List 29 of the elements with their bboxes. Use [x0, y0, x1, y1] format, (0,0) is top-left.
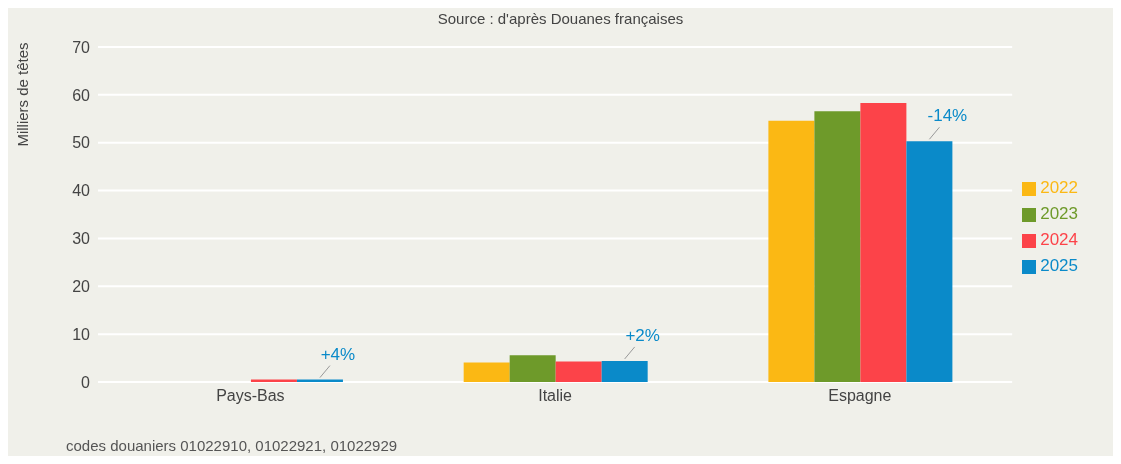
legend-label: 2022 [1040, 178, 1078, 197]
bar [906, 141, 953, 382]
legend-label: 2024 [1040, 230, 1078, 249]
y-tick-label: 70 [72, 38, 91, 56]
y-tick-label: 30 [72, 230, 91, 248]
y-tick-label: 50 [72, 134, 91, 152]
chart-subtitle: Source : d'après Douanes françaises [436, 9, 685, 27]
y-axis-title: Milliers de têtes [14, 42, 32, 147]
bar [555, 361, 602, 382]
y-tick-label: 40 [72, 182, 91, 200]
y-tick-label: 60 [72, 86, 91, 104]
y-tick-label: 20 [72, 277, 91, 295]
y-tick-label: 0 [81, 373, 91, 391]
legend-label: 2023 [1040, 204, 1078, 223]
bar [768, 120, 815, 382]
bar [601, 360, 648, 382]
text: codes douaniers 01022910, 01022921, 01022929 [66, 437, 398, 454]
y-tick-label: 10 [72, 325, 91, 343]
x-tick-label: Italie [538, 387, 573, 405]
annotation: +2% [625, 325, 660, 345]
bar [509, 355, 556, 382]
annotation: +4% [320, 344, 356, 364]
bar [814, 111, 861, 382]
x-tick-label: Espagne [828, 387, 892, 405]
bar [463, 362, 510, 382]
x-tick-label: Pays-Bas [216, 387, 285, 405]
legend-label: 2025 [1040, 256, 1078, 275]
bar [860, 102, 907, 382]
annotation: -14% [927, 106, 968, 126]
